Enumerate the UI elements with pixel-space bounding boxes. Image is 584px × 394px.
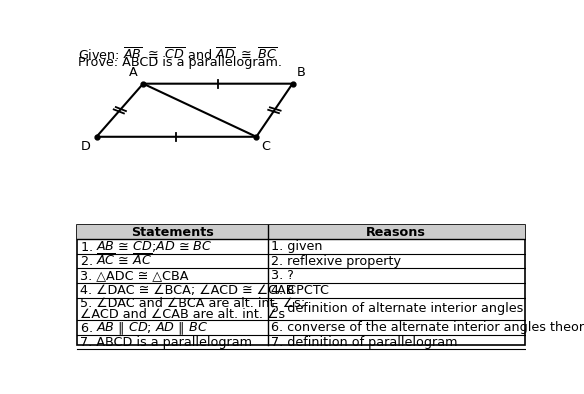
Text: D: D (81, 140, 91, 153)
Bar (77, 225, 524, 345)
Text: 2. $\overline{AC}$ ≅ $\overline{AC}$: 2. $\overline{AC}$ ≅ $\overline{AC}$ (80, 253, 152, 269)
Text: B: B (297, 66, 306, 79)
Text: 4. ∠DAC ≅ ∠BCA; ∠ACD ≅ ∠CAB: 4. ∠DAC ≅ ∠BCA; ∠ACD ≅ ∠CAB (80, 284, 295, 297)
Text: ∠ACD and ∠CAB are alt. int. ∠s: ∠ACD and ∠CAB are alt. int. ∠s (80, 308, 286, 321)
Text: C: C (262, 140, 271, 153)
Text: 6. converse of the alternate interior angles theorem: 6. converse of the alternate interior an… (271, 321, 584, 334)
Text: 2. reflexive property: 2. reflexive property (271, 255, 401, 268)
Bar (77, 225, 524, 239)
Text: 4. CPCTC: 4. CPCTC (271, 284, 329, 297)
Text: 3. ?: 3. ? (271, 269, 294, 282)
Text: 7. definition of parallelogram: 7. definition of parallelogram (271, 336, 458, 349)
Text: 1. given: 1. given (271, 240, 323, 253)
Text: 5. ∠DAC and ∠BCA are alt. int. ∠s;: 5. ∠DAC and ∠BCA are alt. int. ∠s; (80, 297, 305, 310)
Text: 7. ABCD is a parallelogram: 7. ABCD is a parallelogram (80, 336, 252, 349)
Text: Prove: ABCD is a parallelogram.: Prove: ABCD is a parallelogram. (78, 56, 281, 69)
Text: 6. $\overline{AB}$ ∥ $\overline{CD}$; $\overline{AD}$ ∥ $\overline{BC}$: 6. $\overline{AB}$ ∥ $\overline{CD}$; $\… (80, 318, 208, 337)
Text: Reasons: Reasons (366, 225, 426, 238)
Text: Statements: Statements (131, 225, 214, 238)
Text: Given: $\overline{AB}$ $\cong$ $\overline{CD}$ and $\overline{AD}$ $\cong$ $\ove: Given: $\overline{AB}$ $\cong$ $\overlin… (78, 47, 277, 63)
Text: 1. $\overline{AB}$ ≅ $\overline{CD}$;$\overline{AD}$ ≅ $\overline{BC}$: 1. $\overline{AB}$ ≅ $\overline{CD}$;$\o… (80, 238, 213, 255)
Text: 5. definition of alternate interior angles: 5. definition of alternate interior angl… (271, 303, 524, 316)
Text: A: A (129, 66, 138, 79)
Text: 3. △ADC ≅ △CBA: 3. △ADC ≅ △CBA (80, 269, 189, 282)
